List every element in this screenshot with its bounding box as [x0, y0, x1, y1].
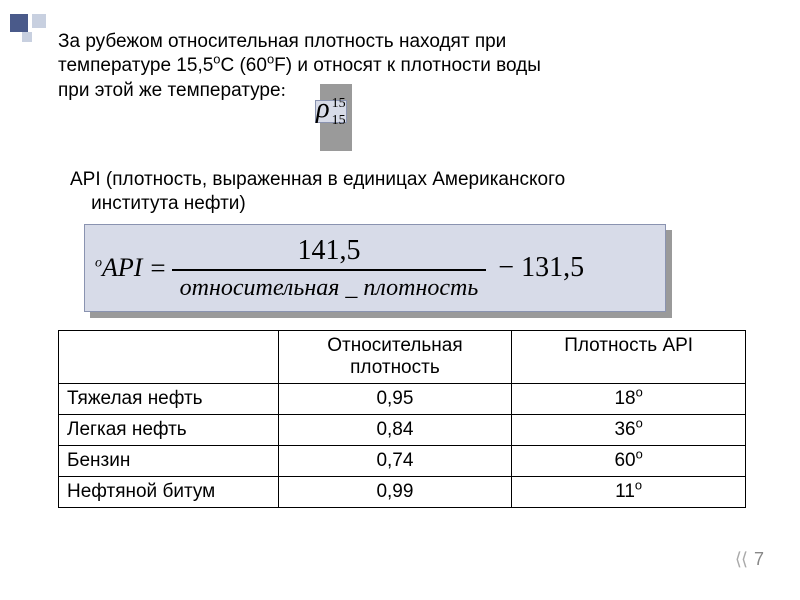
- formula-fraction: 141,5 относительная _ плотность: [172, 235, 487, 302]
- table-header: [59, 331, 279, 384]
- intro-paragraph: За рубежом относительная плотность наход…: [58, 30, 742, 146]
- table-header: Относительная плотность: [278, 331, 512, 384]
- api-density-cell: 36o: [512, 415, 746, 446]
- formula-lhs: oAPI: [95, 253, 142, 283]
- table-row: Нефтяной битум0,9911o: [59, 477, 746, 508]
- text: С (60: [220, 55, 266, 76]
- rel-density-cell: 0,84: [278, 415, 512, 446]
- density-table: Относительная плотность Плотность API Тя…: [58, 330, 746, 508]
- substance-cell: Бензин: [59, 446, 279, 477]
- substance-cell: Тяжелая нефть: [59, 384, 279, 415]
- table-row: Легкая нефть0,8436o: [59, 415, 746, 446]
- text: За рубежом относительная плотность наход…: [58, 31, 506, 52]
- text: API (плотность, выраженная в единицах Ам…: [70, 169, 565, 190]
- text: F) и относят к плотности воды: [274, 55, 541, 76]
- colon: :: [281, 80, 286, 101]
- rel-density-cell: 0,99: [278, 477, 512, 508]
- table-header-row: Относительная плотность Плотность API: [59, 331, 746, 384]
- api-density-cell: 18o: [512, 384, 746, 415]
- corner-decoration: [0, 0, 55, 55]
- equals: =: [150, 253, 165, 284]
- page-number: ⟨⟨ 7: [735, 549, 764, 570]
- table-header: Плотность API: [512, 331, 746, 384]
- table-row: Бензин0,7460o: [59, 446, 746, 477]
- denominator: относительная _ плотность: [172, 269, 487, 302]
- rho-formula-box: ρ1515: [315, 79, 346, 146]
- substance-cell: Нефтяной битум: [59, 477, 279, 508]
- text: при этой же температуре: [58, 80, 281, 101]
- api-definition: API (плотность, выраженная в единицах Ам…: [70, 168, 742, 217]
- rel-density-cell: 0,74: [278, 446, 512, 477]
- rel-density-cell: 0,95: [278, 384, 512, 415]
- text: института нефти): [91, 193, 246, 214]
- numerator: 141,5: [172, 235, 487, 269]
- formula-tail: − 131,5: [498, 252, 584, 284]
- rho-symbol: ρ1515: [316, 93, 345, 124]
- text: температуре 15,5: [58, 55, 213, 76]
- substance-cell: Легкая нефть: [59, 415, 279, 446]
- api-density-cell: 11o: [512, 477, 746, 508]
- slide-content: За рубежом относительная плотность наход…: [0, 0, 800, 508]
- api-formula-box: oAPI = 141,5 относительная _ плотность −…: [84, 224, 666, 312]
- api-density-cell: 60o: [512, 446, 746, 477]
- table-row: Тяжелая нефть0,9518o: [59, 384, 746, 415]
